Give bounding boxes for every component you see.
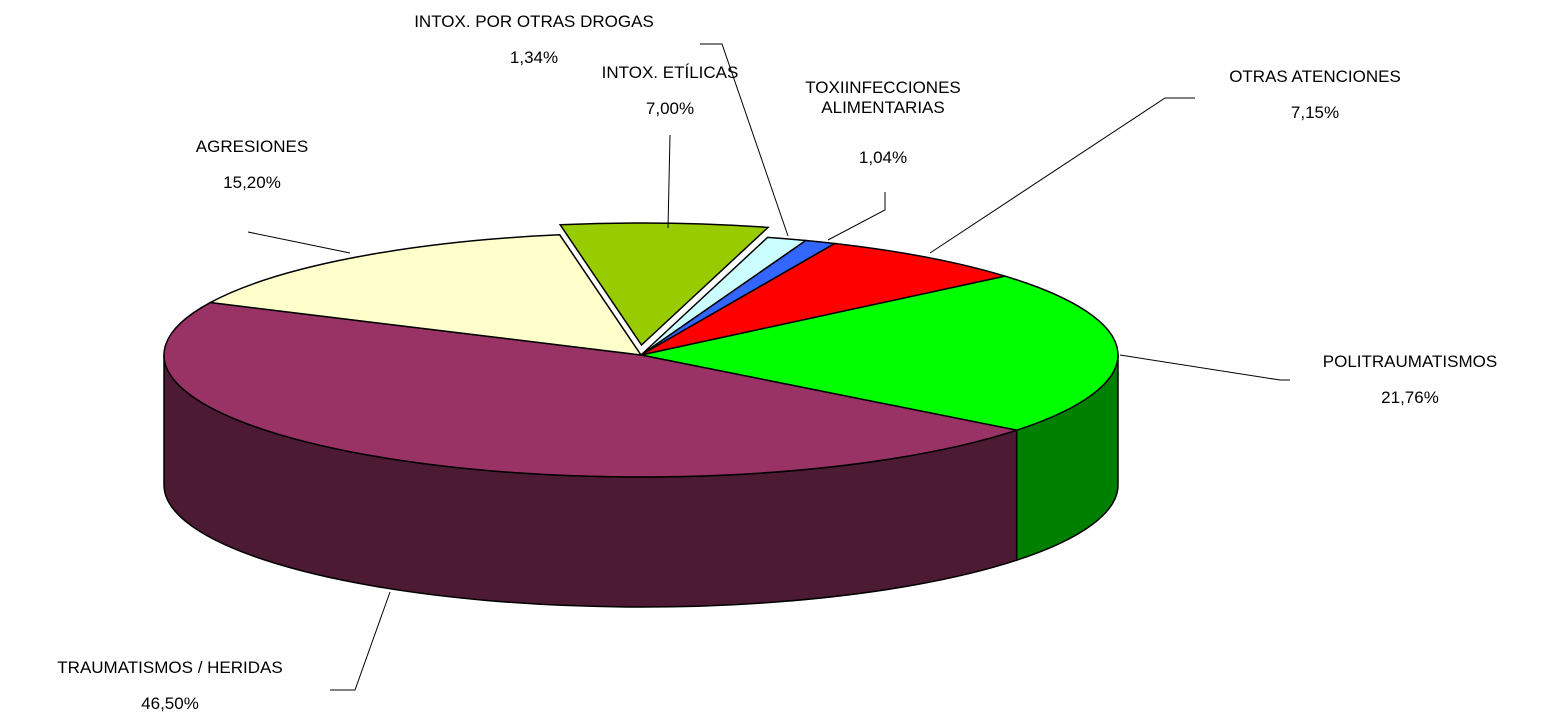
leader-line <box>330 591 391 691</box>
category-label: OTRAS ATENCIONES <box>1229 67 1401 86</box>
value-label: 1,04% <box>858 148 908 167</box>
slice <box>163 301 1020 478</box>
value-label: 1,34% <box>509 48 559 67</box>
category-label: INTOX. POR OTRAS DROGAS <box>414 12 654 31</box>
category-label: AGRESIONES <box>195 137 309 156</box>
leader-line <box>247 231 351 254</box>
value-label: 15,20% <box>223 173 281 192</box>
value-label: 46,50% <box>141 694 199 713</box>
category-label: TOXIINFECCIONES ALIMENTARIAS <box>805 78 961 117</box>
category-label: INTOX. ETÍLICAS <box>601 63 739 82</box>
slice <box>558 222 770 347</box>
value-label: 7,15% <box>1290 103 1340 122</box>
category-label: POLITRAUMATISMOS <box>1322 352 1498 371</box>
category-label: TRAUMATISMOS / HERIDAS <box>57 658 283 677</box>
slice <box>640 242 1008 356</box>
leader-line <box>667 134 671 229</box>
leader-line <box>929 97 1195 254</box>
value-label: 7,00% <box>645 99 695 118</box>
leader-line <box>827 192 886 241</box>
leader-line <box>1119 354 1290 381</box>
slice <box>207 234 643 356</box>
leader-line <box>700 43 789 237</box>
slice <box>640 275 1119 431</box>
value-label: 21,76% <box>1381 388 1439 407</box>
